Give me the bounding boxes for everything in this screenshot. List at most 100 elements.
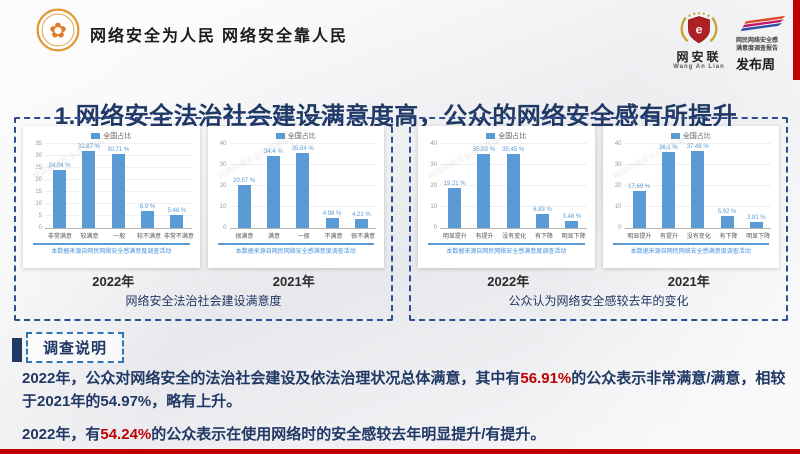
bar-value-label: 24.04 %: [48, 163, 71, 170]
panel-caption: 网络安全法治社会建设满意度: [125, 294, 282, 308]
bars-row: 17.69 % 36.1 % 37.48 % 5.92 % 2.81 %: [625, 144, 772, 228]
bar-column: 30.71 %: [104, 144, 133, 228]
gridline: [45, 143, 192, 144]
charts-row: 全国占比 0 5 10 15 20 25 30 35 24.04 % 32.87 % 30.71 % 6…: [23, 126, 384, 268]
charts-row: 全国占比 0 10 20 30 40 19.21 % 35.03 % 35.45 % 6.83 %…: [418, 126, 779, 268]
bar: [141, 211, 155, 228]
x-axis-tick-label: 明显下降: [746, 234, 771, 240]
bar: [237, 184, 251, 228]
gridline: [229, 143, 376, 144]
panel-law-satisfaction: 全国占比 0 5 10 15 20 25 30 35 24.04 % 32.87 % 30.71 % 6…: [14, 117, 393, 321]
x-axis-labels: 很满意 满意 一般 不满意 很不满意: [230, 229, 379, 240]
bar-value-label: 4.98 %: [322, 210, 342, 217]
y-axis-tick-label: 30: [430, 162, 437, 168]
bar-value-label: 35.45 %: [502, 146, 525, 153]
x-axis-labels: 明显提升 有提升 没有变化 有下降 明显下降: [440, 229, 589, 240]
bar: [325, 217, 339, 228]
publish-week-label: 发布周: [736, 57, 776, 73]
x-axis-tick-label: 有提升: [475, 234, 494, 240]
gridline: [624, 143, 771, 144]
year-label: 2022年: [487, 273, 530, 289]
bottom-red-bar: [0, 449, 800, 454]
chart-legend: 全国占比: [424, 130, 589, 141]
note-text: 2022年，有: [22, 425, 101, 443]
bar-value-label: 5.48 %: [167, 207, 187, 214]
legend-swatch-icon: [670, 132, 680, 139]
laurel-shield-icon: e: [680, 12, 718, 44]
survey-note-label: 调查说明: [26, 332, 125, 363]
bar: [749, 222, 763, 228]
bar-value-label: 5.92 %: [717, 208, 737, 215]
legend-label: 全国占比: [287, 132, 316, 140]
bar-column: 5.48 %: [162, 144, 191, 228]
org-name-en: Wang An Lian: [673, 64, 725, 71]
y-axis-tick-label: 0: [433, 225, 437, 231]
chart-plot: 0 10 20 30 40 20.57 % 34.4 % 35.84 % 4.98 % 4.21 …: [220, 141, 376, 231]
year-label: 2021年: [667, 273, 710, 289]
x-axis-labels: 明显提升 有提升 没有变化 有下降 明显下降: [625, 229, 774, 240]
year-label: 2021年: [272, 273, 315, 289]
y-axis-tick-label: 40: [219, 141, 227, 147]
chart-2021-security-change: 全国占比 0 10 20 30 40 17.69 % 36.1 % 37.48 % 5.92 % 2…: [602, 126, 779, 268]
chart-2021-law-satisfaction: 全国占比 0 10 20 30 40 20.57 % 34.4 % 35.84 % 4.98 % 4…: [207, 126, 384, 268]
highlight-value: 56.91%: [520, 370, 572, 387]
x-axis-tick-label: 有提升: [660, 234, 679, 240]
bar-column: 3.48 %: [557, 144, 586, 228]
x-axis-tick-label: 一般: [297, 234, 310, 240]
panel-caption: 公众认为网络安全感较去年的变化: [508, 294, 689, 308]
seal-icon: ✿: [36, 8, 80, 52]
chart-plot: 0 10 20 30 40 19.21 % 35.03 % 35.45 % 6.83 % 3.48…: [430, 141, 587, 231]
bar: [477, 154, 491, 228]
x-axis-tick-label: 较满意: [80, 234, 99, 240]
bar-value-label: 30.71 %: [107, 147, 130, 154]
x-axis-tick-label: 明显提升: [627, 234, 652, 240]
bar-column: 36.1 %: [654, 144, 683, 228]
y-axis-tick-label: 0: [618, 225, 622, 231]
y-axis-tick-label: 10: [35, 201, 42, 208]
chart-2022-law-satisfaction: 全国占比 0 5 10 15 20 25 30 35 24.04 % 32.87 % 30.71 % 6…: [23, 126, 200, 268]
chart-source-text: 本数据来源自网民网络安全感满意度调查活动: [630, 249, 751, 255]
report-title-line2: 满意度调查报告: [736, 46, 779, 53]
x-axis-tick-label: 非常不满意: [163, 234, 194, 240]
bar: [296, 152, 310, 228]
note-text: 的公众表示非常满意/满意，相较于2021年的54.97%，略有上升。: [22, 370, 786, 411]
bar-column: 6.9 %: [133, 144, 162, 228]
y-axis-tick-label: 5: [38, 213, 42, 220]
y-axis-tick-label: 10: [614, 204, 622, 210]
y-axis-tick-label: 30: [35, 153, 42, 159]
chart-plot: 0 5 10 15 20 25 30 35 24.04 % 32.87 % 30.71 % 6.9 %…: [35, 141, 192, 231]
legend-swatch-icon: [275, 132, 285, 139]
y-axis-tick-label: 10: [430, 204, 437, 210]
legend-swatch-icon: [91, 132, 101, 139]
bar-value-label: 32.87 %: [77, 144, 100, 150]
bar-column: 6.83 %: [528, 144, 557, 228]
x-axis-labels: 非常满意 较满意 一般 较不满意 非常不满意: [45, 229, 194, 240]
bar-column: 20.57 %: [230, 144, 259, 228]
gridline: [440, 143, 587, 144]
y-axis-tick-label: 0: [38, 225, 42, 231]
report-title-line1: 网民网络安全感: [736, 38, 779, 44]
bar: [691, 151, 705, 228]
y-axis-tick-label: 20: [219, 183, 227, 189]
chart-legend: 全国占比: [609, 130, 774, 141]
bar: [536, 213, 550, 228]
chart-legend: 全国占比: [214, 130, 379, 141]
bar-value-label: 37.48 %: [686, 144, 709, 150]
svg-text:e: e: [696, 23, 703, 37]
y-axis-tick-label: 30: [219, 162, 227, 168]
bar: [170, 214, 184, 228]
swoosh-icon: [740, 15, 786, 32]
chart-2022-security-change: 全国占比 0 10 20 30 40 19.21 % 35.03 % 35.45 % 6.83 %…: [418, 126, 595, 268]
bar-value-label: 2.81 %: [746, 215, 766, 222]
x-axis-tick-label: 明显下降: [561, 234, 586, 240]
bar-column: 34.4 %: [259, 144, 288, 228]
x-axis-tick-label: 一般: [113, 234, 126, 240]
bar: [632, 190, 646, 228]
bar: [448, 187, 462, 228]
y-axis-tick-label: 0: [223, 225, 227, 231]
y-axis-tick-label: 20: [35, 177, 42, 184]
note-accent-bar: [12, 338, 22, 362]
bar: [354, 219, 368, 228]
bar-column: 4.21 %: [347, 144, 376, 228]
bars-row: 19.21 % 35.03 % 35.45 % 6.83 % 3.48 %: [440, 144, 587, 228]
